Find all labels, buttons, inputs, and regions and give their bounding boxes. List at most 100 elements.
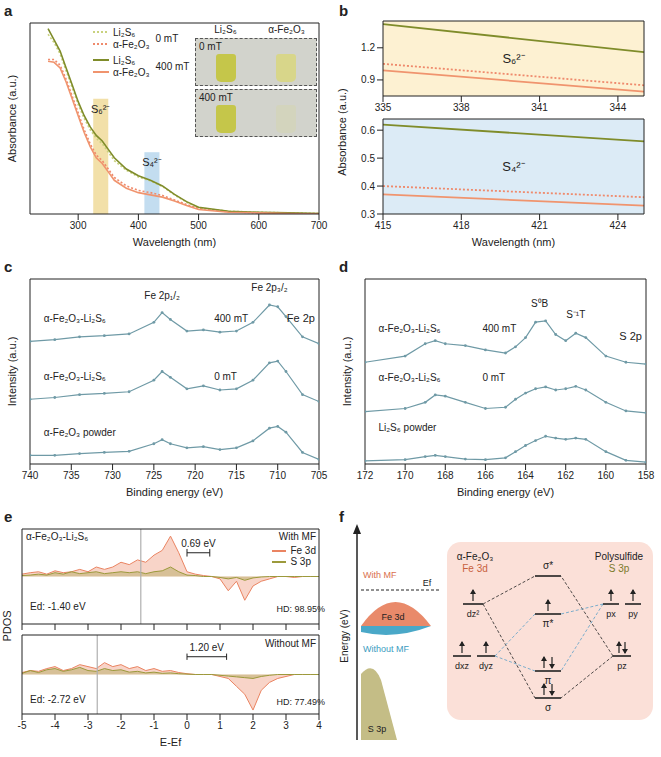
svg-text:1.20 eV: 1.20 eV <box>190 642 225 653</box>
svg-text:0.4: 0.4 <box>361 181 375 192</box>
svg-text:338: 338 <box>453 102 470 113</box>
svg-text:4: 4 <box>316 720 322 731</box>
svg-text:Absorbance (a.u.): Absorbance (a.u.) <box>6 75 18 162</box>
svg-text:Intensity (a.u.): Intensity (a.u.) <box>6 337 18 407</box>
svg-text:740: 740 <box>22 470 39 481</box>
svg-text:dyz: dyz <box>479 661 494 671</box>
svg-text:Wavelength (nm): Wavelength (nm) <box>133 236 216 248</box>
svg-text:168: 168 <box>437 470 454 481</box>
svg-text:725: 725 <box>146 470 163 481</box>
svg-text:700: 700 <box>311 220 328 231</box>
svg-text:α-Fe₂O₃-Li₂S₆: α-Fe₂O₃-Li₂S₆ <box>44 313 106 324</box>
svg-text:400 mT: 400 mT <box>482 323 516 334</box>
svg-text:341: 341 <box>531 102 548 113</box>
svg-text:Fe 3d: Fe 3d <box>381 612 404 622</box>
svg-text:0.9: 0.9 <box>361 74 375 85</box>
svg-text:py: py <box>628 609 638 619</box>
svg-text:-1: -1 <box>150 720 159 731</box>
svg-text:π: π <box>545 675 552 686</box>
svg-text:600: 600 <box>250 220 267 231</box>
svg-text:Li₂S₆ powder: Li₂S₆ powder <box>378 422 437 433</box>
svg-text:α-Fe₂O₃: α-Fe₂O₃ <box>457 551 494 562</box>
svg-text:-4: -4 <box>51 720 60 731</box>
svg-text:418: 418 <box>453 220 470 231</box>
svg-text:α-Fe₂O₃-Li₂S₆: α-Fe₂O₃-Li₂S₆ <box>378 372 440 383</box>
svg-text:1: 1 <box>217 720 223 731</box>
svg-text:E-Ef: E-Ef <box>160 736 182 748</box>
svg-text:-3: -3 <box>84 720 93 731</box>
svg-text:pz: pz <box>617 661 627 671</box>
svg-text:S⁰B: S⁰B <box>531 298 549 309</box>
svg-text:Fe 2p: Fe 2p <box>287 312 315 324</box>
svg-text:0.6: 0.6 <box>361 125 375 136</box>
svg-text:720: 720 <box>187 470 204 481</box>
svg-text:Energy (eV): Energy (eV) <box>339 609 350 662</box>
svg-text:0.69 eV: 0.69 eV <box>181 538 216 549</box>
svg-text:dxz: dxz <box>455 661 470 671</box>
svg-text:HD: 77.49%: HD: 77.49% <box>276 697 325 707</box>
svg-text:α-Fe₂O₃-Li₂S₆: α-Fe₂O₃-Li₂S₆ <box>44 371 106 382</box>
svg-text:1.2: 1.2 <box>361 42 375 53</box>
svg-text:0.5: 0.5 <box>361 153 375 164</box>
svg-text:0: 0 <box>184 720 190 731</box>
svg-text:S₄²⁻: S₄²⁻ <box>502 159 524 174</box>
svg-text:0.3: 0.3 <box>361 209 375 220</box>
svg-text:335: 335 <box>375 102 392 113</box>
svg-text:421: 421 <box>531 220 548 231</box>
svg-text:Fe 3d: Fe 3d <box>462 563 488 574</box>
svg-text:σ*: σ* <box>543 560 553 571</box>
svg-text:S₆²⁻: S₆²⁻ <box>502 51 524 66</box>
svg-text:With MF: With MF <box>363 570 397 580</box>
svg-text:Fe 2p₃/₂: Fe 2p₃/₂ <box>251 282 287 293</box>
svg-text:424: 424 <box>610 220 627 231</box>
svg-text:2: 2 <box>250 720 256 731</box>
svg-text:-2: -2 <box>117 720 126 731</box>
svg-text:px: px <box>606 609 616 619</box>
svg-text:dz²: dz² <box>467 609 480 619</box>
svg-text:S⁻¹T: S⁻¹T <box>566 309 585 320</box>
svg-text:S 3p: S 3p <box>609 563 630 574</box>
svg-text:Binding energy (eV): Binding energy (eV) <box>457 486 554 498</box>
svg-text:α-Fe₂O₃-Li₂S₆: α-Fe₂O₃-Li₂S₆ <box>378 323 440 334</box>
svg-text:S 2p: S 2p <box>619 330 642 342</box>
svg-text:400 mT: 400 mT <box>214 313 248 324</box>
svg-text:735: 735 <box>63 470 80 481</box>
svg-text:Ef: Ef <box>423 578 432 588</box>
svg-text:300: 300 <box>70 220 87 231</box>
svg-text:0 mT: 0 mT <box>482 372 505 383</box>
svg-text:Intensity (a.u.): Intensity (a.u.) <box>341 337 353 407</box>
svg-text:710: 710 <box>269 470 286 481</box>
svg-text:S 3p: S 3p <box>368 724 387 734</box>
svg-text:S₆²⁻: S₆²⁻ <box>91 103 110 115</box>
svg-text:Absorbance (a.u.): Absorbance (a.u.) <box>336 88 348 175</box>
svg-text:170: 170 <box>397 470 414 481</box>
svg-text:730: 730 <box>104 470 121 481</box>
svg-text:σ: σ <box>545 702 552 713</box>
svg-text:Polysulfide: Polysulfide <box>595 551 644 562</box>
svg-text:400: 400 <box>130 220 147 231</box>
svg-text:Wavelength (nm): Wavelength (nm) <box>472 236 555 248</box>
svg-text:164: 164 <box>517 470 534 481</box>
svg-text:715: 715 <box>228 470 245 481</box>
svg-text:-5: -5 <box>18 720 27 731</box>
svg-text:0 mT: 0 mT <box>214 371 237 382</box>
svg-text:3: 3 <box>283 720 289 731</box>
svg-text:HD: 98.95%: HD: 98.95% <box>276 604 325 614</box>
svg-text:PDOS: PDOS <box>1 610 13 641</box>
svg-text:160: 160 <box>598 470 615 481</box>
svg-text:158: 158 <box>638 470 655 481</box>
svg-text:500: 500 <box>190 220 207 231</box>
svg-text:415: 415 <box>375 220 392 231</box>
svg-text:344: 344 <box>610 102 627 113</box>
svg-text:Binding energy (eV): Binding energy (eV) <box>126 486 223 498</box>
svg-text:172: 172 <box>357 470 374 481</box>
svg-text:Fe 2p₁/₂: Fe 2p₁/₂ <box>144 290 180 301</box>
svg-text:π*: π* <box>543 618 554 629</box>
svg-text:Ed: -1.40 eV: Ed: -1.40 eV <box>30 601 86 612</box>
svg-text:162: 162 <box>557 470 574 481</box>
svg-text:Without MF: Without MF <box>363 644 410 654</box>
svg-text:Ed: -2.72 eV: Ed: -2.72 eV <box>30 694 86 705</box>
svg-text:α-Fe₂O₃ powder: α-Fe₂O₃ powder <box>44 427 117 438</box>
svg-text:S₄²⁻: S₄²⁻ <box>142 156 162 168</box>
svg-text:705: 705 <box>311 470 328 481</box>
